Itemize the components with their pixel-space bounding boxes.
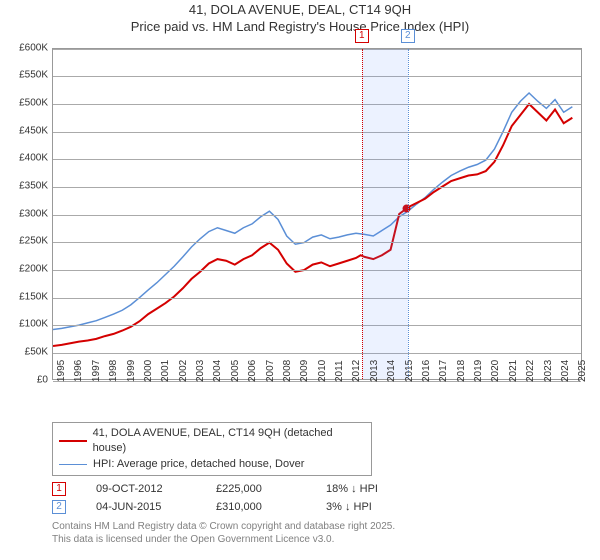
x-axis-label: 2025 xyxy=(577,360,588,382)
y-axis-label: £200K xyxy=(19,264,48,275)
marker-row-2: 2 04-JUN-2015 £310,000 3% ↓ HPI xyxy=(52,498,600,516)
y-axis-label: £250K xyxy=(19,236,48,247)
x-axis-label: 2020 xyxy=(490,360,501,382)
x-axis-label: 2008 xyxy=(282,360,293,382)
marker-date: 04-JUN-2015 xyxy=(96,501,186,513)
marker-price: £310,000 xyxy=(216,501,296,513)
x-axis-label: 2011 xyxy=(334,360,345,382)
x-axis-label: 2001 xyxy=(160,360,171,382)
x-axis-label: 2013 xyxy=(369,360,380,382)
x-axis-label: 1997 xyxy=(91,360,102,382)
chart-svg xyxy=(53,49,581,379)
marker-price: £225,000 xyxy=(216,483,296,495)
x-axis-label: 2009 xyxy=(299,360,310,382)
y-axis-label: £400K xyxy=(19,153,48,164)
series-line-hpi xyxy=(53,93,572,330)
series-line-price_paid xyxy=(53,104,572,346)
marker-badge-2: 2 xyxy=(401,29,415,43)
x-axis-label: 1995 xyxy=(56,360,67,382)
legend-label-hpi: HPI: Average price, detached house, Dove… xyxy=(93,457,304,472)
marker-table: 1 09-OCT-2012 £225,000 18% ↓ HPI 2 04-JUN-201… xyxy=(52,480,600,516)
x-axis-label: 2012 xyxy=(351,360,362,382)
x-axis-label: 2000 xyxy=(143,360,154,382)
y-axis-label: £50K xyxy=(25,347,48,358)
y-axis-label: £0 xyxy=(37,374,48,385)
x-axis-label: 2015 xyxy=(404,360,415,382)
marker-row-1: 1 09-OCT-2012 £225,000 18% ↓ HPI xyxy=(52,480,600,498)
x-axis-label: 2002 xyxy=(178,360,189,382)
legend-swatch-price-paid xyxy=(59,440,87,442)
x-axis-label: 2017 xyxy=(438,360,449,382)
y-axis-label: £350K xyxy=(19,181,48,192)
legend-swatch-hpi xyxy=(59,464,87,465)
x-axis-label: 2010 xyxy=(317,360,328,382)
legend-row-hpi: HPI: Average price, detached house, Dove… xyxy=(59,457,365,472)
chart-container: 12 £0 £50K £100K £150K £200K £250K £300K £350K £… xyxy=(10,40,590,420)
title-line-2: Price paid vs. HM Land Registry's House … xyxy=(131,19,469,34)
marker-line-2 xyxy=(408,49,409,379)
x-axis-label: 1996 xyxy=(73,360,84,382)
marker-delta: 18% ↓ HPI xyxy=(326,483,378,495)
marker-id-box: 2 xyxy=(52,500,66,514)
y-axis-label: £450K xyxy=(19,125,48,136)
legend: 41, DOLA AVENUE, DEAL, CT14 9QH (detache… xyxy=(52,422,372,476)
footer-line-1: Contains HM Land Registry data © Crown c… xyxy=(52,521,395,532)
x-axis-label: 2003 xyxy=(195,360,206,382)
x-axis-label: 2021 xyxy=(508,360,519,382)
chart-title: 41, DOLA AVENUE, DEAL, CT14 9QH Price pa… xyxy=(0,0,600,40)
x-axis-label: 2006 xyxy=(247,360,258,382)
legend-row-price-paid: 41, DOLA AVENUE, DEAL, CT14 9QH (detache… xyxy=(59,426,365,457)
plot-area: 12 xyxy=(52,48,582,380)
y-axis-label: £150K xyxy=(19,291,48,302)
x-axis-label: 2018 xyxy=(456,360,467,382)
y-axis-label: £550K xyxy=(19,70,48,81)
marker-delta: 3% ↓ HPI xyxy=(326,501,372,513)
x-axis-label: 2014 xyxy=(386,360,397,382)
footer-line-2: This data is licensed under the Open Gov… xyxy=(52,534,334,545)
y-axis-label: £500K xyxy=(19,98,48,109)
footer-attribution: Contains HM Land Registry data © Crown c… xyxy=(52,520,600,546)
x-axis-label: 2022 xyxy=(525,360,536,382)
y-axis-label: £100K xyxy=(19,319,48,330)
marker-id-box: 1 xyxy=(52,482,66,496)
x-axis-label: 2024 xyxy=(560,360,571,382)
x-axis-label: 1998 xyxy=(108,360,119,382)
marker-badge-1: 1 xyxy=(355,29,369,43)
x-axis-label: 2016 xyxy=(421,360,432,382)
x-axis-label: 2005 xyxy=(230,360,241,382)
legend-label-price-paid: 41, DOLA AVENUE, DEAL, CT14 9QH (detache… xyxy=(93,426,365,457)
y-axis-label: £600K xyxy=(19,42,48,53)
marker-date: 09-OCT-2012 xyxy=(96,483,186,495)
marker-line-1 xyxy=(362,49,363,379)
x-axis-label: 2023 xyxy=(543,360,554,382)
x-axis-label: 2007 xyxy=(265,360,276,382)
x-axis-label: 1999 xyxy=(126,360,137,382)
shaded-region xyxy=(362,49,408,379)
x-axis-label: 2004 xyxy=(212,360,223,382)
title-line-1: 41, DOLA AVENUE, DEAL, CT14 9QH xyxy=(189,2,411,17)
y-axis-label: £300K xyxy=(19,208,48,219)
x-axis-label: 2019 xyxy=(473,360,484,382)
